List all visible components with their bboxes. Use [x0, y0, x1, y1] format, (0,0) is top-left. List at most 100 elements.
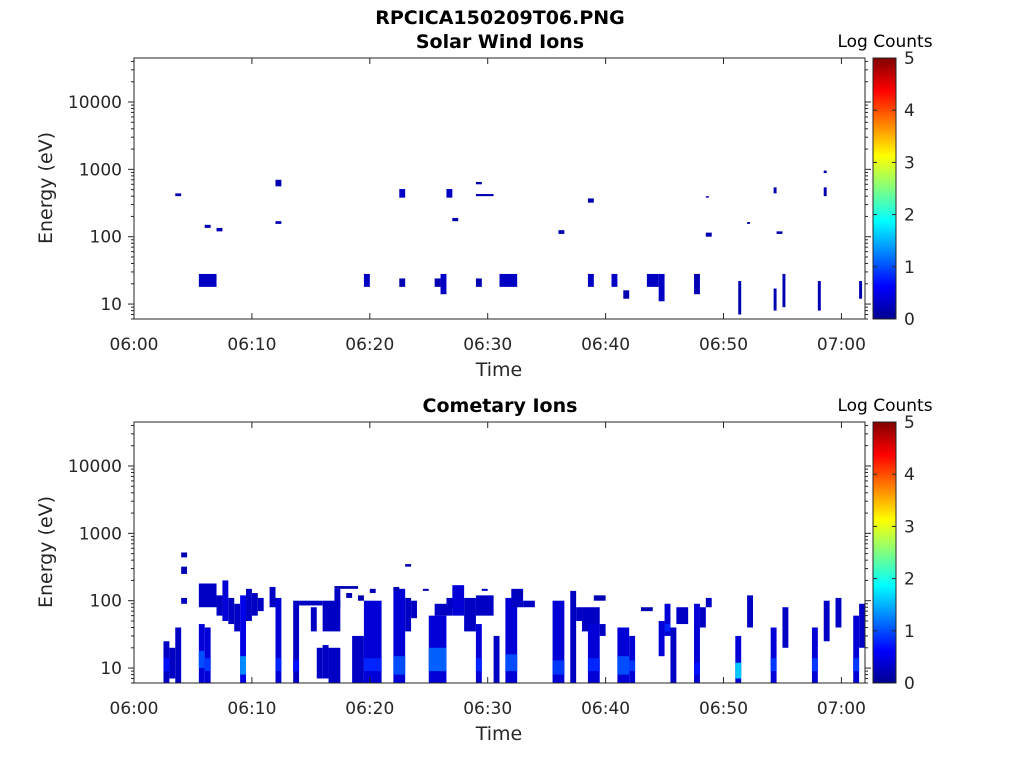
heatmap-cell-core: [664, 624, 671, 632]
heatmap-cell-core: [629, 660, 636, 672]
heatmap-cell: [587, 198, 594, 203]
heatmap-cell: [511, 588, 524, 608]
heatmap-cell: [835, 597, 842, 628]
x-tick-label: 06:50: [699, 699, 748, 719]
heatmap-cell: [322, 644, 329, 679]
heatmap-cell: [257, 597, 264, 612]
y-tick-label: 100: [90, 592, 122, 612]
heatmap-cell: [475, 624, 482, 683]
heatmap-cell: [275, 179, 282, 187]
heatmap-cell: [246, 588, 252, 621]
heatmap-cell: [358, 635, 364, 683]
heatmap-cell: [399, 278, 406, 287]
heatmap-cell: [198, 273, 217, 287]
heatmap-cell: [363, 273, 370, 287]
heatmap-cell: [399, 189, 406, 198]
colorbar-tick-label: 4: [904, 101, 915, 121]
heatmap-cell-core: [198, 650, 205, 669]
heatmap-cell: [369, 588, 376, 594]
heatmap-cell: [773, 187, 777, 194]
heatmap-cell: [705, 196, 709, 198]
solar-wind-colorbar-label: Log Counts: [837, 32, 932, 52]
heatmap-cell: [658, 273, 665, 302]
heatmap-cell: [587, 624, 600, 683]
heatmap-cell: [505, 597, 518, 683]
heatmap-cell: [316, 647, 323, 679]
x-tick-label: 07:00: [817, 335, 866, 355]
x-tick-label: 06:20: [345, 335, 394, 355]
heatmap-cell-core: [393, 656, 406, 675]
solar-wind-x-label: Time: [475, 359, 523, 381]
heatmap-cell: [811, 627, 818, 683]
heatmap-cell: [475, 181, 482, 185]
cometary-axes-box: [133, 421, 866, 684]
heatmap-cell: [228, 597, 235, 625]
colorbar-tick-label: 1: [904, 622, 915, 642]
cometary-y-ticks: 10 100 1000 10000: [68, 424, 871, 684]
x-tick-label: 06:10: [227, 335, 276, 355]
heatmap-cell-core: [475, 658, 482, 672]
heatmap-cell: [517, 590, 524, 596]
heatmap-cell: [181, 552, 188, 558]
heatmap-cell: [440, 273, 447, 295]
heatmap-cell: [251, 593, 258, 616]
heatmap-cell-core: [853, 658, 860, 672]
heatmap-cell: [823, 187, 827, 197]
heatmap-cell: [782, 273, 786, 308]
cometary-colorbar-ticks: 0 1 2 3 4 5: [873, 413, 915, 694]
heatmap-cell: [475, 595, 494, 616]
heatmap-cell: [346, 593, 353, 598]
solar-wind-colorbar: [872, 57, 897, 320]
y-tick-label: 1000: [79, 160, 122, 180]
heatmap-cell-core: [617, 656, 630, 675]
colorbar-tick-label: 5: [904, 49, 915, 69]
cometary-title: Cometary Ions: [423, 395, 578, 417]
heatmap-cell: [405, 597, 412, 632]
heatmap-cell: [817, 280, 821, 311]
heatmap-cell: [322, 600, 341, 632]
cometary-colorbar-label: Log Counts: [837, 396, 932, 416]
heatmap-cell-core: [587, 658, 600, 672]
colorbar-tick-label: 1: [904, 258, 915, 278]
heatmap-cell: [299, 600, 323, 606]
heatmap-cell-core: [163, 658, 170, 672]
heatmap-cell: [181, 597, 188, 604]
heatmap-cell: [240, 595, 247, 683]
heatmap-cell: [699, 607, 706, 628]
solar-wind-axes-box: [133, 57, 866, 320]
solar-wind-title: Solar Wind Ions: [416, 31, 584, 53]
heatmap-cell: [475, 278, 482, 287]
solar-wind-x-ticks: 06:00 06:10 06:20 06:30 06:40 06:50 07:00: [110, 58, 866, 355]
x-tick-label: 06:40: [581, 699, 630, 719]
heatmap-cell-core: [694, 662, 700, 675]
heatmap-cell: [782, 607, 789, 648]
heatmap-cell: [434, 603, 453, 616]
colorbar-tick-label: 0: [904, 674, 915, 694]
heatmap-cell: [204, 627, 211, 683]
heatmap-cell: [705, 232, 712, 237]
heatmap-cell: [587, 273, 594, 287]
y-tick-label: 10: [100, 659, 122, 679]
heatmap-cell: [334, 586, 359, 589]
heatmap-cell: [169, 647, 176, 679]
heatmap-cell-core: [204, 658, 211, 672]
heatmap-cell: [358, 595, 364, 601]
heatmap-cell: [859, 280, 863, 299]
x-tick-label: 06:20: [345, 699, 394, 719]
colorbar-tick-label: 3: [904, 517, 915, 537]
heatmap-cell: [393, 588, 406, 683]
heatmap-cell: [776, 231, 783, 234]
heatmap-cell: [198, 583, 217, 608]
heatmap-cell: [629, 635, 636, 683]
heatmap-cell: [523, 600, 535, 608]
x-tick-label: 06:00: [110, 335, 159, 355]
heatmap-cell-core: [735, 662, 742, 679]
heatmap-cell: [422, 588, 429, 591]
heatmap-cell-core: [363, 658, 382, 672]
colorbar-tick-label: 0: [904, 310, 915, 330]
x-tick-label: 06:40: [581, 335, 630, 355]
colorbar-tick-label: 4: [904, 465, 915, 485]
heatmap-cell: [411, 600, 417, 619]
heatmap-cell-core: [505, 654, 518, 672]
heatmap-cell-core: [811, 658, 818, 672]
